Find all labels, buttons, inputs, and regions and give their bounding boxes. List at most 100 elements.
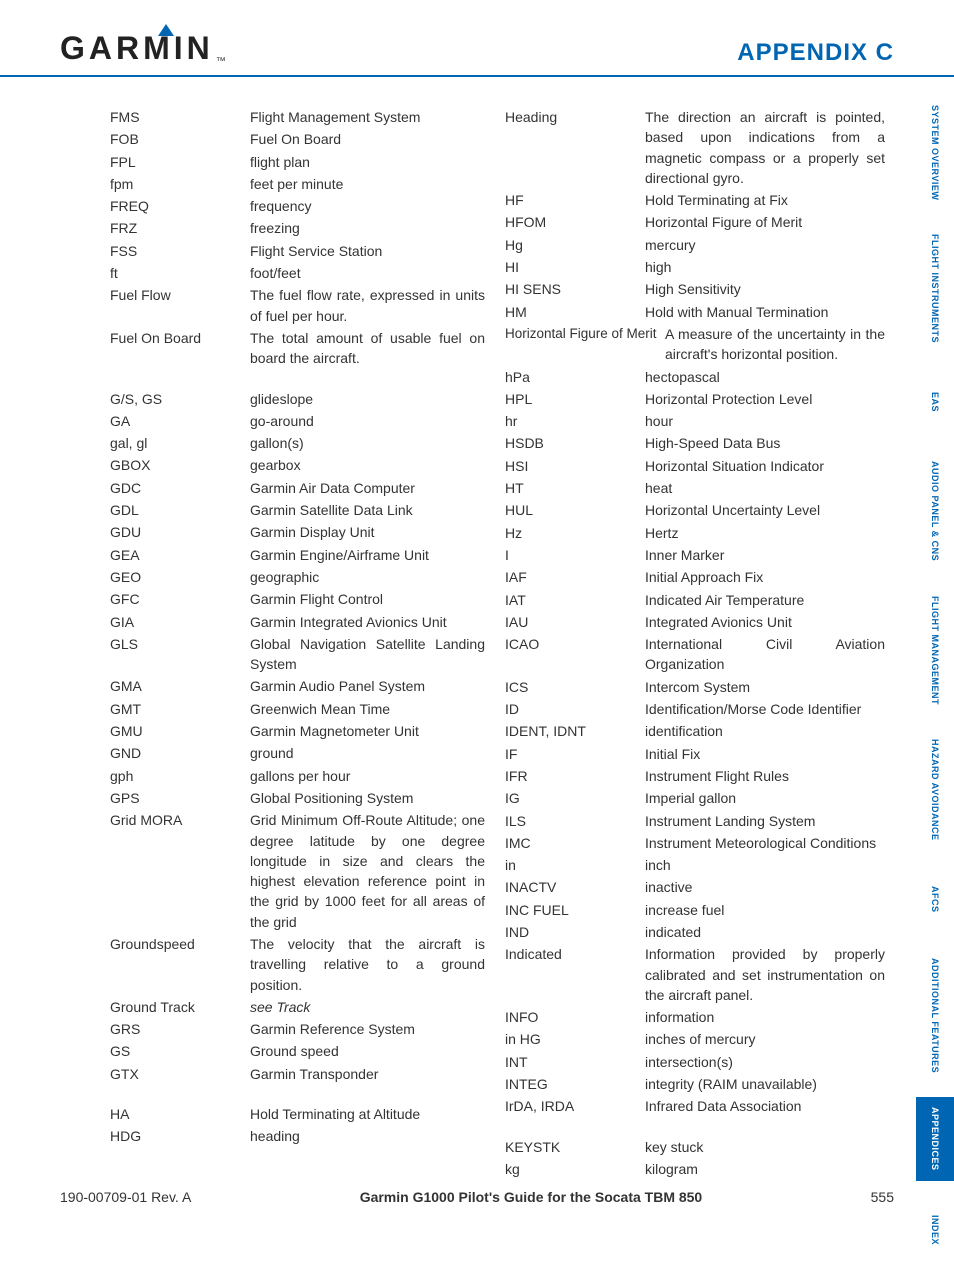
glossary-definition: Global Navigation Satellite Landing Syst… bbox=[250, 634, 495, 675]
glossary-definition: ground bbox=[250, 743, 495, 763]
glossary-term: GRS bbox=[110, 1019, 250, 1039]
glossary-term: GMT bbox=[110, 699, 250, 719]
glossary-entry: ILSInstrument Landing System bbox=[505, 811, 895, 831]
glossary-definition: Information provided by properly calibra… bbox=[645, 944, 895, 1005]
glossary-term: HSI bbox=[505, 456, 645, 476]
glossary-term: HUL bbox=[505, 500, 645, 520]
glossary-definition: gallons per hour bbox=[250, 766, 495, 786]
glossary-term: GA bbox=[110, 411, 250, 431]
section-tab[interactable]: HAZARD AVOIDANCE bbox=[916, 729, 954, 851]
glossary-entry: HSDBHigh-Speed Data Bus bbox=[505, 433, 895, 453]
glossary-term: fpm bbox=[110, 174, 250, 194]
glossary-definition: Identification/Morse Code Identifier bbox=[645, 699, 895, 719]
glossary-column-2: HeadingThe direction an aircraft is poin… bbox=[505, 107, 895, 1181]
glossary-entry: Horizontal Figure of MeritA measure of t… bbox=[505, 324, 895, 365]
glossary-term: HSDB bbox=[505, 433, 645, 453]
glossary-term: in HG bbox=[505, 1029, 645, 1049]
section-tab[interactable]: INDEX bbox=[916, 1195, 954, 1265]
glossary-definition: intersection(s) bbox=[645, 1052, 895, 1072]
glossary-term: INC FUEL bbox=[505, 900, 645, 920]
glossary-definition: go-around bbox=[250, 411, 495, 431]
glossary-definition: Hertz bbox=[645, 523, 895, 543]
glossary-entry: HFHold Terminating at Fix bbox=[505, 190, 895, 210]
glossary-entry: HzHertz bbox=[505, 523, 895, 543]
glossary-term: kg bbox=[505, 1159, 645, 1179]
glossary-entry: IAFInitial Approach Fix bbox=[505, 567, 895, 587]
glossary-entry: HI SENSHigh Sensitivity bbox=[505, 279, 895, 299]
glossary-term: I bbox=[505, 545, 645, 565]
glossary-definition: International Civil Aviation Organizatio… bbox=[645, 634, 895, 675]
glossary-term: in bbox=[505, 855, 645, 875]
glossary-entry: ICSIntercom System bbox=[505, 677, 895, 697]
section-tab[interactable]: AFCS bbox=[916, 864, 954, 934]
glossary-entry: gphgallons per hour bbox=[110, 766, 495, 786]
glossary-term: Grid MORA bbox=[110, 810, 250, 932]
glossary-entry: Fuel FlowThe fuel flow rate, expressed i… bbox=[110, 285, 495, 326]
glossary-entry: HULHorizontal Uncertainty Level bbox=[505, 500, 895, 520]
glossary-term: IAU bbox=[505, 612, 645, 632]
glossary-term: G/S, GS bbox=[110, 389, 250, 409]
appendix-title: APPENDIX C bbox=[737, 39, 894, 67]
glossary-definition: increase fuel bbox=[645, 900, 895, 920]
glossary-term: INFO bbox=[505, 1007, 645, 1027]
glossary-term: GEO bbox=[110, 567, 250, 587]
glossary-definition: hectopascal bbox=[645, 367, 895, 387]
glossary-definition: Garmin Flight Control bbox=[250, 589, 495, 609]
glossary-term: ID bbox=[505, 699, 645, 719]
glossary-definition: Initial Approach Fix bbox=[645, 567, 895, 587]
glossary-term: INT bbox=[505, 1052, 645, 1072]
glossary-definition: Hold with Manual Termination bbox=[645, 302, 895, 322]
glossary-entry: GPSGlobal Positioning System bbox=[110, 788, 495, 808]
glossary-entry: GMTGreenwich Mean Time bbox=[110, 699, 495, 719]
glossary-term: hPa bbox=[505, 367, 645, 387]
glossary-term: Indicated bbox=[505, 944, 645, 1005]
glossary-definition: Horizontal Figure of Merit bbox=[645, 212, 895, 232]
glossary-term: GIA bbox=[110, 612, 250, 632]
glossary-term: Heading bbox=[505, 107, 645, 188]
glossary-entry: GBOXgearbox bbox=[110, 455, 495, 475]
section-tabs: SYSTEM OVERVIEW FLIGHT INSTRUMENTS EAS AUDI… bbox=[916, 95, 954, 1265]
glossary-definition: high bbox=[645, 257, 895, 277]
section-tab[interactable]: APPENDICES bbox=[916, 1097, 954, 1181]
glossary-definition: Integrated Avionics Unit bbox=[645, 612, 895, 632]
glossary-entry: fpmfeet per minute bbox=[110, 174, 495, 194]
glossary-term: HT bbox=[505, 478, 645, 498]
glossary-entry: Grid MORAGrid Minimum Off-Route Altitude… bbox=[110, 810, 495, 932]
glossary-definition: Garmin Audio Panel System bbox=[250, 676, 495, 696]
glossary-definition: indicated bbox=[645, 922, 895, 942]
glossary-entry: HFOMHorizontal Figure of Merit bbox=[505, 212, 895, 232]
glossary-entry: GDCGarmin Air Data Computer bbox=[110, 478, 495, 498]
doc-title: Garmin G1000 Pilot's Guide for the Socat… bbox=[360, 1189, 703, 1205]
glossary-entry: HMHold with Manual Termination bbox=[505, 302, 895, 322]
glossary-term: FPL bbox=[110, 152, 250, 172]
glossary-definition: Imperial gallon bbox=[645, 788, 895, 808]
glossary-term: IrDA, IRDA bbox=[505, 1096, 645, 1116]
section-tab[interactable]: FLIGHT MANAGEMENT bbox=[916, 586, 954, 715]
glossary-entry: hrhour bbox=[505, 411, 895, 431]
glossary-definition: inactive bbox=[645, 877, 895, 897]
glossary-entry: FREQfrequency bbox=[110, 196, 495, 216]
glossary-entry: GRSGarmin Reference System bbox=[110, 1019, 495, 1039]
glossary-definition: flight plan bbox=[250, 152, 495, 172]
glossary-entry: FSSFlight Service Station bbox=[110, 241, 495, 261]
section-tab[interactable]: EAS bbox=[916, 367, 954, 437]
glossary-entry: GTXGarmin Transponder bbox=[110, 1064, 495, 1084]
glossary-term: hr bbox=[505, 411, 645, 431]
section-tab[interactable]: ADDITIONAL FEATURES bbox=[916, 948, 954, 1083]
glossary-definition: integrity (RAIM unavailable) bbox=[645, 1074, 895, 1094]
glossary-definition: glideslope bbox=[250, 389, 495, 409]
entry-spacer bbox=[505, 1119, 895, 1137]
glossary-definition: Garmin Magnetometer Unit bbox=[250, 721, 495, 741]
section-tab[interactable]: SYSTEM OVERVIEW bbox=[916, 95, 954, 210]
section-tab[interactable]: AUDIO PANEL & CNS bbox=[916, 451, 954, 571]
glossary-term: IND bbox=[505, 922, 645, 942]
glossary-definition: Initial Fix bbox=[645, 744, 895, 764]
glossary-term: Fuel Flow bbox=[110, 285, 250, 326]
glossary-entry: ICAOInternational Civil Aviation Organiz… bbox=[505, 634, 895, 675]
section-tab[interactable]: FLIGHT INSTRUMENTS bbox=[916, 224, 954, 353]
glossary-definition: Garmin Satellite Data Link bbox=[250, 500, 495, 520]
glossary-term: HFOM bbox=[505, 212, 645, 232]
page-number: 555 bbox=[871, 1189, 894, 1205]
glossary-term: HI SENS bbox=[505, 279, 645, 299]
glossary-entry: IGImperial gallon bbox=[505, 788, 895, 808]
